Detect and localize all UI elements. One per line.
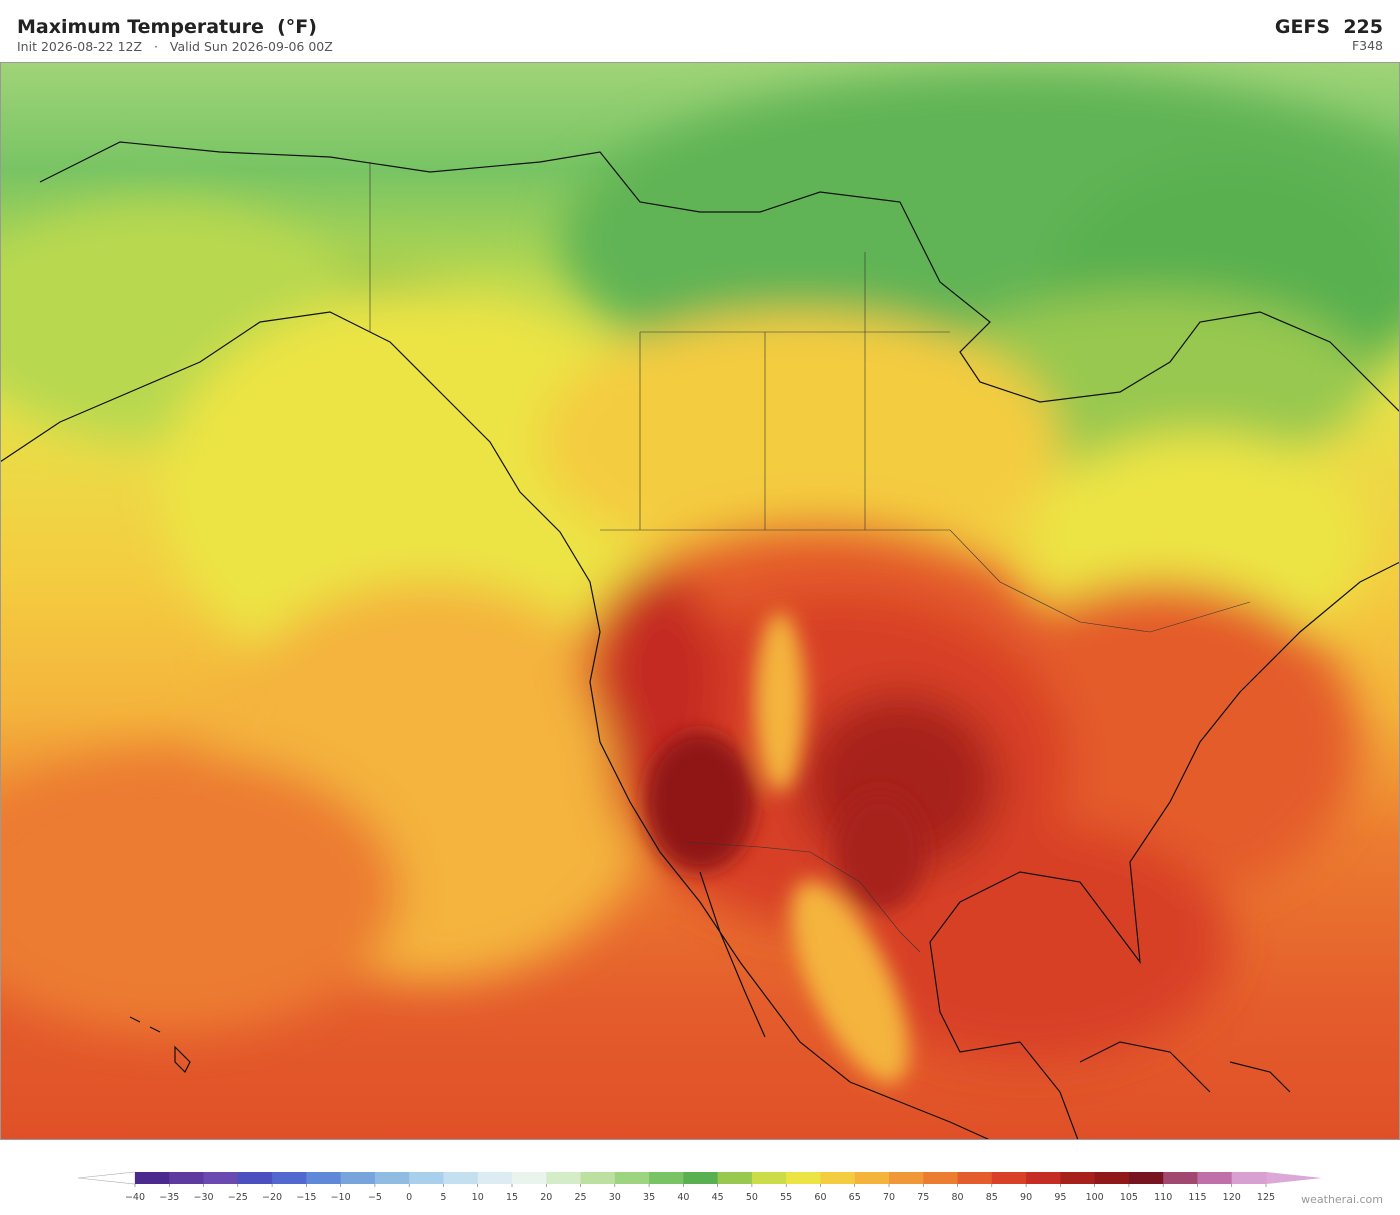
colorbar-swatch [786,1172,821,1184]
colorbar-swatch [957,1172,993,1184]
colorbar-swatch [1163,1172,1198,1184]
colorbar-tick-label: 65 [849,1192,861,1203]
colorbar-swatch [580,1172,616,1184]
colorbar-swatch [820,1172,856,1184]
credit: weatherai.com [1301,1193,1383,1206]
colorbar-swatch [1128,1172,1164,1184]
colorbar-tick-label: 50 [746,1192,758,1203]
borders [369,162,1251,953]
coastlines [0,141,1400,1140]
colorbar-swatch [135,1172,170,1184]
colorbar-tick-label: 55 [780,1192,792,1203]
hot-spots [645,612,925,1084]
colorbar-swatch [272,1172,307,1184]
colorbar-tick-label: 60 [814,1192,826,1203]
colorbar-tick-label: 105 [1120,1192,1138,1203]
map-title: Maximum Temperature (°F) [17,16,317,38]
colorbar-tick-label: 25 [574,1192,586,1203]
colorbar-tick-label: −20 [262,1192,282,1203]
valid-time: Valid Sun 2026-09-06 00Z [169,39,333,54]
colorbar-tick-label: 95 [1054,1192,1066,1203]
colorbar-tick-label: −5 [368,1192,382,1203]
colorbar-swatch [546,1172,582,1184]
colorbar-tick-label: 35 [643,1192,655,1203]
colorbar-tick-label: 90 [1020,1192,1032,1203]
colorbar-swatch [717,1172,753,1184]
separator: · [153,39,158,54]
colorbar-swatch [889,1172,924,1184]
colorbar-tick-label: 100 [1086,1192,1104,1203]
colorbar-tick-label: −30 [194,1192,214,1203]
init-time: Init 2026-08-22 12Z [17,39,143,54]
colorbar-swatch [1026,1172,1061,1184]
colorbar: −40 −35 −30 −25 −20 −15 −10 −5 0 5 10 15 20 25 30 35 40 4… [77,1171,1322,1203]
colorbar-tick-label: 40 [677,1192,689,1203]
colorbar-tick-label: 75 [917,1192,929,1203]
colorbar-swatch [1197,1172,1233,1184]
colorbar-swatch [306,1172,342,1184]
subtitle: Init 2026-08-22 12Z · Valid Sun 2026-09-… [17,39,333,54]
colorbar-tick-label: −35 [159,1192,179,1203]
colorbar-tick-label: 30 [609,1192,621,1203]
colorbar-swatch [854,1172,890,1184]
temperature-map [0,62,1400,1140]
colorbar-swatch [203,1172,239,1184]
colorbar-tick-label: 115 [1188,1192,1206,1203]
colorbar-swatch [1060,1172,1096,1184]
colorbar-tick-label: −10 [331,1192,351,1203]
colorbar-tick-label: 70 [883,1192,895,1203]
colorbar-tick-label: 45 [712,1192,724,1203]
colorbar-swatch [169,1172,205,1184]
colorbar-swatch [1231,1172,1267,1184]
colorbar-tick-label: 20 [540,1192,552,1203]
colorbar-tick-label: 15 [506,1192,518,1203]
colorbar-over [1266,1172,1322,1184]
colorbar-swatch [477,1172,513,1184]
colorbar-swatch [1094,1172,1130,1184]
colorbar-under [77,1171,136,1185]
colorbar-swatch [512,1172,547,1184]
forecast-hour: F348 [1351,38,1383,53]
colorbar-swatch [374,1172,410,1184]
colorbar-tick-label: 0 [406,1192,412,1203]
colorbar-swatch [443,1172,479,1184]
colorbar-tick-label: −40 [125,1192,145,1203]
colorbar-tick-label: −15 [296,1192,316,1203]
colorbar-swatch [923,1172,959,1184]
colorbar-tick-label: 120 [1223,1192,1241,1203]
colorbar-swatch [649,1172,684,1184]
colorbar-tick-label: 125 [1257,1192,1275,1203]
colorbar-swatch [340,1172,376,1184]
colorbar-tick-label: 85 [986,1192,998,1203]
colorbar-tick-label: 80 [951,1192,963,1203]
colorbar-swatch [614,1172,650,1184]
colorbar-tick-label: 110 [1154,1192,1172,1203]
colorbar-swatch [751,1172,787,1184]
colorbar-swatch [683,1172,719,1184]
colorbar-swatch [991,1172,1027,1184]
colorbar-swatch [237,1172,273,1184]
model-name: GEFS 225 [1274,16,1383,38]
colorbar-tick-label: 5 [440,1192,446,1203]
colorbar-tick-label: 10 [472,1192,484,1203]
colorbar-tick-label: −25 [228,1192,248,1203]
colorbar-swatch [409,1172,444,1184]
temperature-field [0,72,1400,1062]
